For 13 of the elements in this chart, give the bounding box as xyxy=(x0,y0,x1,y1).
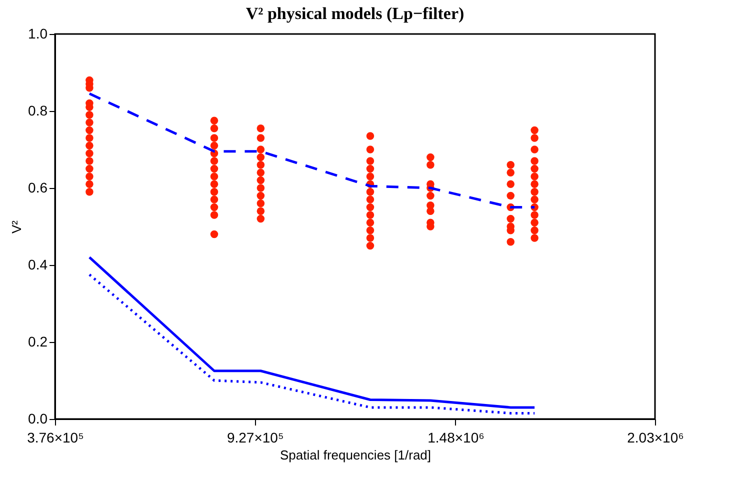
y-tick-label: 0.8 xyxy=(28,102,48,118)
y-tick-label: 1.0 xyxy=(28,26,48,42)
x-axis-title: Spatial frequencies [1/rad] xyxy=(280,448,432,462)
x-tick-label: 2.03×10⁶ xyxy=(627,430,684,446)
chart-title: V² physical models (Lp−filter) xyxy=(246,4,464,23)
y-tick-label: 0.2 xyxy=(28,334,48,350)
x-tick-label: 1.48×10⁶ xyxy=(428,430,484,446)
y-tick-label: 0.4 xyxy=(28,256,48,272)
x-tick-label: 9.27×10⁵ xyxy=(226,430,284,446)
y-tick-label: 0.6 xyxy=(28,180,48,196)
y-axis-title: V² xyxy=(9,220,24,234)
y-tick-label: 0.0 xyxy=(28,410,48,426)
x-tick-label: 3.76×10⁵ xyxy=(27,430,84,446)
